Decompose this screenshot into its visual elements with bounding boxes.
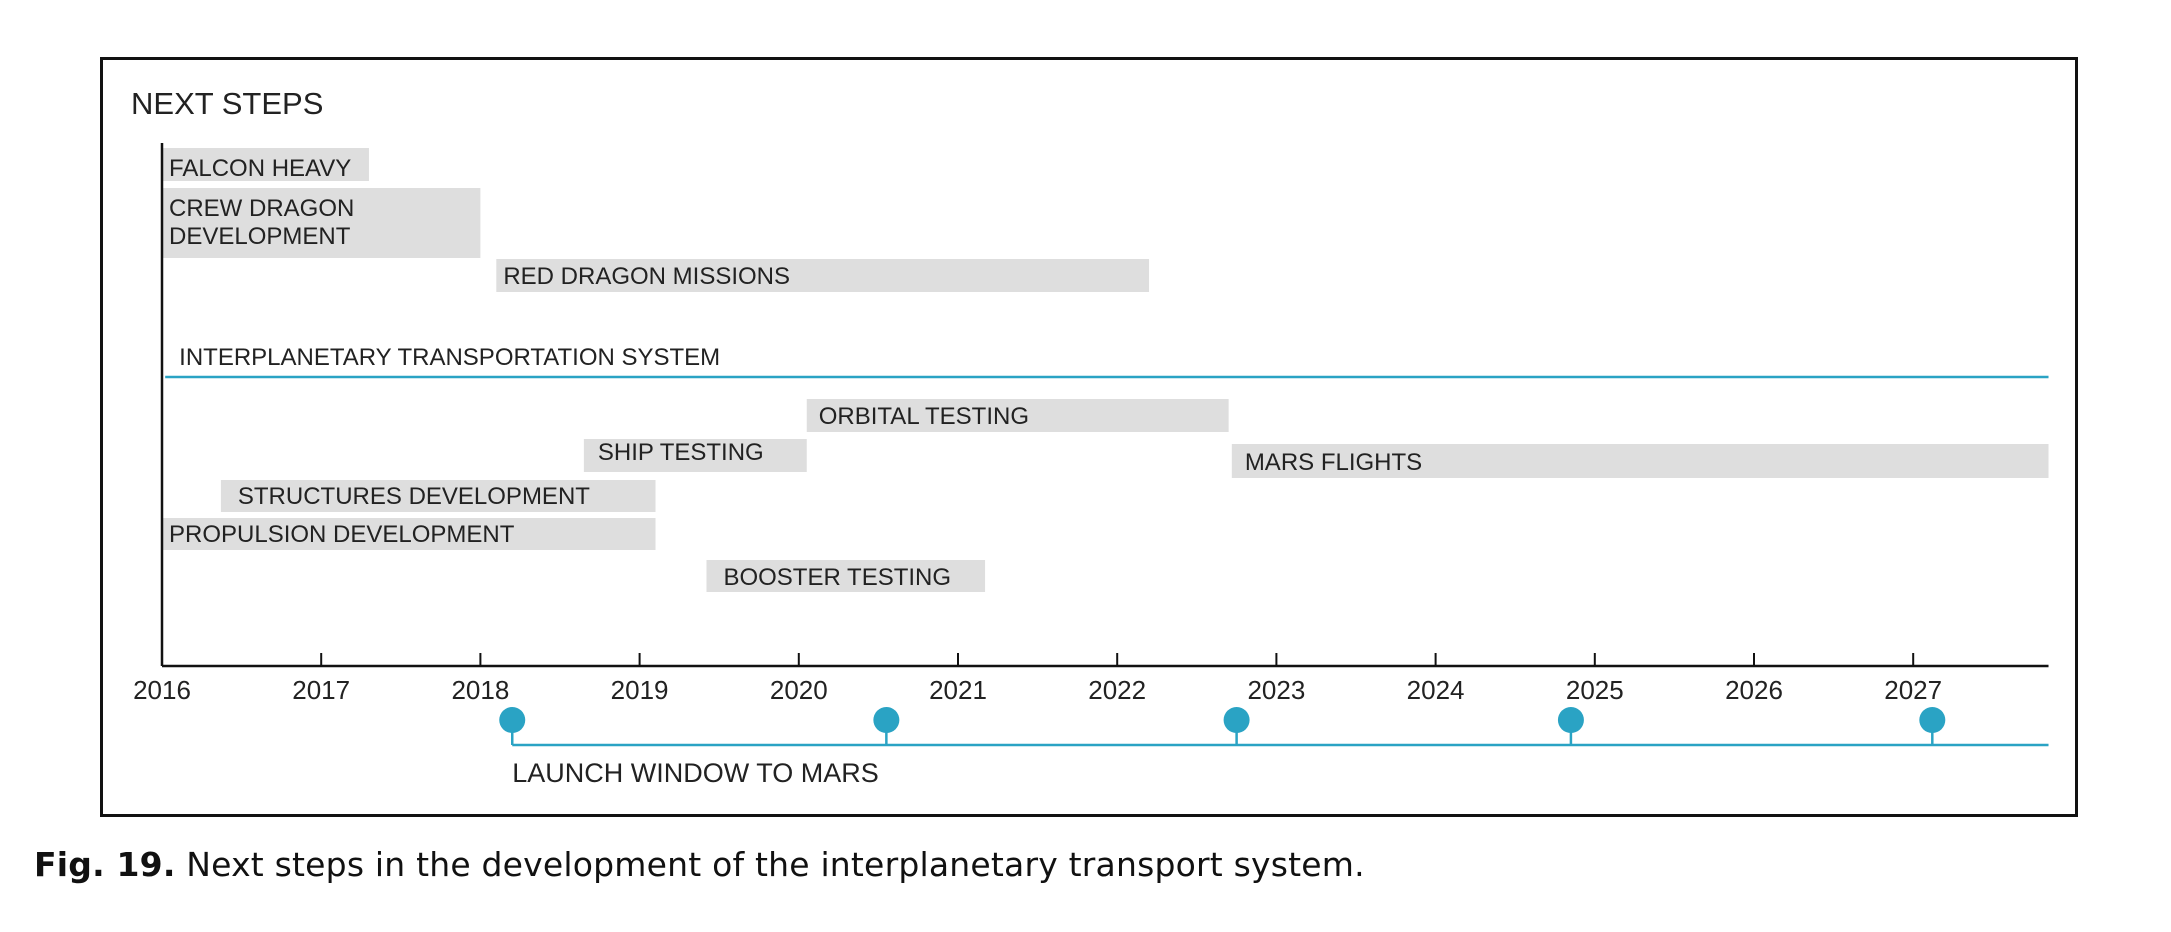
bar-structures-development (220, 480, 656, 512)
bar-crew-dragon-development (162, 188, 481, 258)
bar-falcon-heavy (162, 148, 369, 181)
caption-label: Fig. 19. (34, 845, 176, 884)
x-tick-label-2021: 2021 (929, 675, 987, 705)
bar-booster-testing (706, 560, 986, 592)
bar-mars-flights (1231, 444, 2049, 478)
caption-text: Next steps in the development of the int… (186, 845, 1365, 884)
launch-window-marker-4 (1557, 707, 1584, 733)
launch-window-marker-1 (499, 707, 526, 733)
launch-windows: LAUNCH WINDOW TO MARS (499, 707, 2049, 788)
figure-caption: Fig. 19. Next steps in the development o… (34, 845, 1365, 884)
launch-window-marker-5 (1919, 707, 1946, 733)
section-label: INTERPLANETARY TRANSPORTATION SYSTEM (179, 344, 720, 371)
bar-label-ship-testing: SHIP TESTING (598, 439, 764, 466)
section: INTERPLANETARY TRANSPORTATION SYSTEM (165, 344, 2049, 379)
bar-orbital-testing (806, 399, 1229, 432)
bar-label-crew-dragon-development-2: DEVELOPMENT (169, 223, 351, 250)
bar-label-red-dragon-missions: RED DRAGON MISSIONS (503, 263, 790, 290)
x-tick-label-2024: 2024 (1407, 675, 1465, 705)
bar-label-crew-dragon-development-1: CREW DRAGON (169, 195, 354, 222)
x-tick-label-2018: 2018 (451, 675, 509, 705)
x-tick-label-2023: 2023 (1247, 675, 1305, 705)
figure-frame (100, 57, 2078, 817)
bar-label-propulsion-development: PROPULSION DEVELOPMENT (169, 521, 515, 548)
x-tick-label-2027: 2027 (1884, 675, 1942, 705)
x-tick-label-2020: 2020 (770, 675, 828, 705)
chart-title: NEXT STEPS (131, 86, 323, 121)
bar-label-structures-development: STRUCTURES DEVELOPMENT (238, 483, 590, 510)
bar-red-dragon-missions (496, 259, 1150, 292)
launch-window-marker-3 (1223, 707, 1250, 733)
gantt-chart: NEXT STEPS FALCON HEAVY CREW DRAGONDEVELO… (131, 86, 2049, 788)
bar-label-booster-testing: BOOSTER TESTING (723, 564, 951, 591)
x-tick-label-2022: 2022 (1088, 675, 1146, 705)
x-tick-label-2017: 2017 (292, 675, 350, 705)
x-axis: 2016 2017 2018 2019 2020 2021 2022 2023 2024 2025… (133, 143, 2049, 705)
x-tick-label-2019: 2019 (611, 675, 669, 705)
launch-window-label: LAUNCH WINDOW TO MARS (512, 758, 879, 788)
launch-window-marker-2 (873, 707, 900, 733)
x-tick-label-2016: 2016 (133, 675, 191, 705)
bar-label-mars-flights: MARS FLIGHTS (1245, 449, 1422, 476)
bar-label-orbital-testing: ORBITAL TESTING (819, 403, 1029, 430)
bar-ship-testing (583, 439, 807, 472)
bar-label-falcon-heavy: FALCON HEAVY (169, 155, 351, 182)
x-tick-label-2025: 2025 (1566, 675, 1624, 705)
x-tick-label-2026: 2026 (1725, 675, 1783, 705)
bar-propulsion-development (162, 518, 656, 550)
